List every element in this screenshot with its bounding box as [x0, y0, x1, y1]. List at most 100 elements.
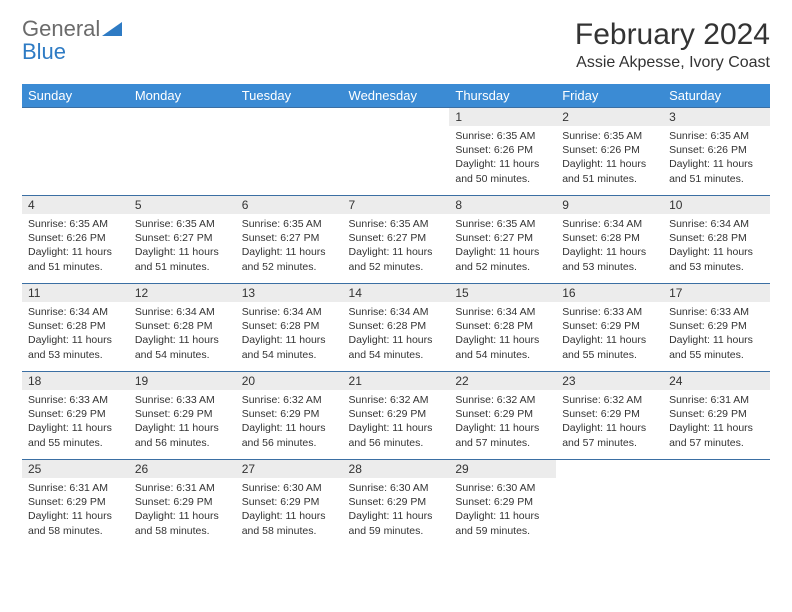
day-header-wednesday: Wednesday [343, 84, 450, 108]
day-content: Sunrise: 6:34 AMSunset: 6:28 PMDaylight:… [129, 302, 236, 368]
day-content: Sunrise: 6:35 AMSunset: 6:27 PMDaylight:… [236, 214, 343, 280]
daylight-text: Daylight: 11 hours and 56 minutes. [242, 421, 337, 449]
daylight-text: Daylight: 11 hours and 54 minutes. [135, 333, 230, 361]
sunrise-text: Sunrise: 6:35 AM [349, 217, 444, 231]
daylight-text: Daylight: 11 hours and 57 minutes. [455, 421, 550, 449]
sunset-text: Sunset: 6:29 PM [135, 495, 230, 509]
calendar-cell: 9Sunrise: 6:34 AMSunset: 6:28 PMDaylight… [556, 196, 663, 284]
daylight-text: Daylight: 11 hours and 51 minutes. [135, 245, 230, 273]
sunrise-text: Sunrise: 6:35 AM [28, 217, 123, 231]
sunset-text: Sunset: 6:29 PM [28, 407, 123, 421]
calendar-cell: 28Sunrise: 6:30 AMSunset: 6:29 PMDayligh… [343, 460, 450, 548]
sunset-text: Sunset: 6:29 PM [455, 495, 550, 509]
day-number: 4 [22, 196, 129, 214]
daylight-text: Daylight: 11 hours and 55 minutes. [562, 333, 657, 361]
sunrise-text: Sunrise: 6:35 AM [455, 217, 550, 231]
day-number: 7 [343, 196, 450, 214]
sunset-text: Sunset: 6:26 PM [28, 231, 123, 245]
calendar-cell: 6Sunrise: 6:35 AMSunset: 6:27 PMDaylight… [236, 196, 343, 284]
location-label: Assie Akpesse, Ivory Coast [575, 54, 770, 72]
sunset-text: Sunset: 6:29 PM [669, 407, 764, 421]
day-number: 8 [449, 196, 556, 214]
sunset-text: Sunset: 6:26 PM [455, 143, 550, 157]
sunset-text: Sunset: 6:29 PM [562, 407, 657, 421]
calendar-cell: 29Sunrise: 6:30 AMSunset: 6:29 PMDayligh… [449, 460, 556, 548]
day-number: 19 [129, 372, 236, 390]
calendar-cell: 23Sunrise: 6:32 AMSunset: 6:29 PMDayligh… [556, 372, 663, 460]
calendar-cell: 4Sunrise: 6:35 AMSunset: 6:26 PMDaylight… [22, 196, 129, 284]
sunrise-text: Sunrise: 6:32 AM [562, 393, 657, 407]
daylight-text: Daylight: 11 hours and 57 minutes. [562, 421, 657, 449]
day-content: Sunrise: 6:34 AMSunset: 6:28 PMDaylight:… [22, 302, 129, 368]
sunrise-text: Sunrise: 6:35 AM [562, 129, 657, 143]
day-number: 5 [129, 196, 236, 214]
day-header-saturday: Saturday [663, 84, 770, 108]
day-number: 16 [556, 284, 663, 302]
day-number: 14 [343, 284, 450, 302]
calendar-cell: 10Sunrise: 6:34 AMSunset: 6:28 PMDayligh… [663, 196, 770, 284]
calendar-cell: 21Sunrise: 6:32 AMSunset: 6:29 PMDayligh… [343, 372, 450, 460]
sunset-text: Sunset: 6:28 PM [28, 319, 123, 333]
daylight-text: Daylight: 11 hours and 58 minutes. [135, 509, 230, 537]
calendar-cell: 18Sunrise: 6:33 AMSunset: 6:29 PMDayligh… [22, 372, 129, 460]
sunset-text: Sunset: 6:27 PM [135, 231, 230, 245]
calendar-cell: 16Sunrise: 6:33 AMSunset: 6:29 PMDayligh… [556, 284, 663, 372]
sunrise-text: Sunrise: 6:34 AM [349, 305, 444, 319]
sunset-text: Sunset: 6:29 PM [242, 495, 337, 509]
sunrise-text: Sunrise: 6:33 AM [135, 393, 230, 407]
daylight-text: Daylight: 11 hours and 53 minutes. [669, 245, 764, 273]
sunrise-text: Sunrise: 6:30 AM [242, 481, 337, 495]
sunrise-text: Sunrise: 6:34 AM [562, 217, 657, 231]
day-number: 21 [343, 372, 450, 390]
daylight-text: Daylight: 11 hours and 54 minutes. [455, 333, 550, 361]
sunset-text: Sunset: 6:29 PM [135, 407, 230, 421]
daylight-text: Daylight: 11 hours and 50 minutes. [455, 157, 550, 185]
day-number: 12 [129, 284, 236, 302]
sunrise-text: Sunrise: 6:35 AM [135, 217, 230, 231]
day-header-thursday: Thursday [449, 84, 556, 108]
page-title: February 2024 [575, 18, 770, 52]
sunset-text: Sunset: 6:28 PM [455, 319, 550, 333]
daylight-text: Daylight: 11 hours and 57 minutes. [669, 421, 764, 449]
daylight-text: Daylight: 11 hours and 52 minutes. [349, 245, 444, 273]
sunrise-text: Sunrise: 6:33 AM [28, 393, 123, 407]
calendar-cell: 11Sunrise: 6:34 AMSunset: 6:28 PMDayligh… [22, 284, 129, 372]
daylight-text: Daylight: 11 hours and 53 minutes. [562, 245, 657, 273]
sunrise-text: Sunrise: 6:33 AM [562, 305, 657, 319]
day-content: Sunrise: 6:35 AMSunset: 6:26 PMDaylight:… [22, 214, 129, 280]
sunrise-text: Sunrise: 6:34 AM [28, 305, 123, 319]
day-content: Sunrise: 6:34 AMSunset: 6:28 PMDaylight:… [343, 302, 450, 368]
header: General Blue February 2024 Assie Akpesse… [22, 18, 770, 72]
title-block: February 2024 Assie Akpesse, Ivory Coast [575, 18, 770, 72]
calendar-cell: 19Sunrise: 6:33 AMSunset: 6:29 PMDayligh… [129, 372, 236, 460]
day-number: 10 [663, 196, 770, 214]
sunset-text: Sunset: 6:28 PM [562, 231, 657, 245]
sunset-text: Sunset: 6:28 PM [242, 319, 337, 333]
day-content: Sunrise: 6:32 AMSunset: 6:29 PMDaylight:… [236, 390, 343, 456]
calendar-week-row: 11Sunrise: 6:34 AMSunset: 6:28 PMDayligh… [22, 284, 770, 372]
sunrise-text: Sunrise: 6:32 AM [242, 393, 337, 407]
calendar-cell [343, 108, 450, 196]
sunrise-text: Sunrise: 6:31 AM [669, 393, 764, 407]
day-number: 1 [449, 108, 556, 126]
sunset-text: Sunset: 6:28 PM [349, 319, 444, 333]
day-content: Sunrise: 6:31 AMSunset: 6:29 PMDaylight:… [663, 390, 770, 456]
logo-triangle-icon [102, 22, 122, 41]
sunrise-text: Sunrise: 6:31 AM [28, 481, 123, 495]
day-content: Sunrise: 6:33 AMSunset: 6:29 PMDaylight:… [129, 390, 236, 456]
sunset-text: Sunset: 6:28 PM [669, 231, 764, 245]
day-number: 26 [129, 460, 236, 478]
day-number: 24 [663, 372, 770, 390]
sunset-text: Sunset: 6:29 PM [28, 495, 123, 509]
day-number: 17 [663, 284, 770, 302]
sunset-text: Sunset: 6:26 PM [669, 143, 764, 157]
sunrise-text: Sunrise: 6:30 AM [455, 481, 550, 495]
calendar-cell [556, 460, 663, 548]
day-number: 20 [236, 372, 343, 390]
sunrise-text: Sunrise: 6:34 AM [455, 305, 550, 319]
day-number: 2 [556, 108, 663, 126]
daylight-text: Daylight: 11 hours and 52 minutes. [242, 245, 337, 273]
calendar-cell: 5 Sunrise: 6:35 AMSunset: 6:27 PMDaylight… [129, 196, 236, 284]
calendar-header-row: SundayMondayTuesdayWednesdayThursdayFrid… [22, 84, 770, 108]
daylight-text: Daylight: 11 hours and 54 minutes. [349, 333, 444, 361]
